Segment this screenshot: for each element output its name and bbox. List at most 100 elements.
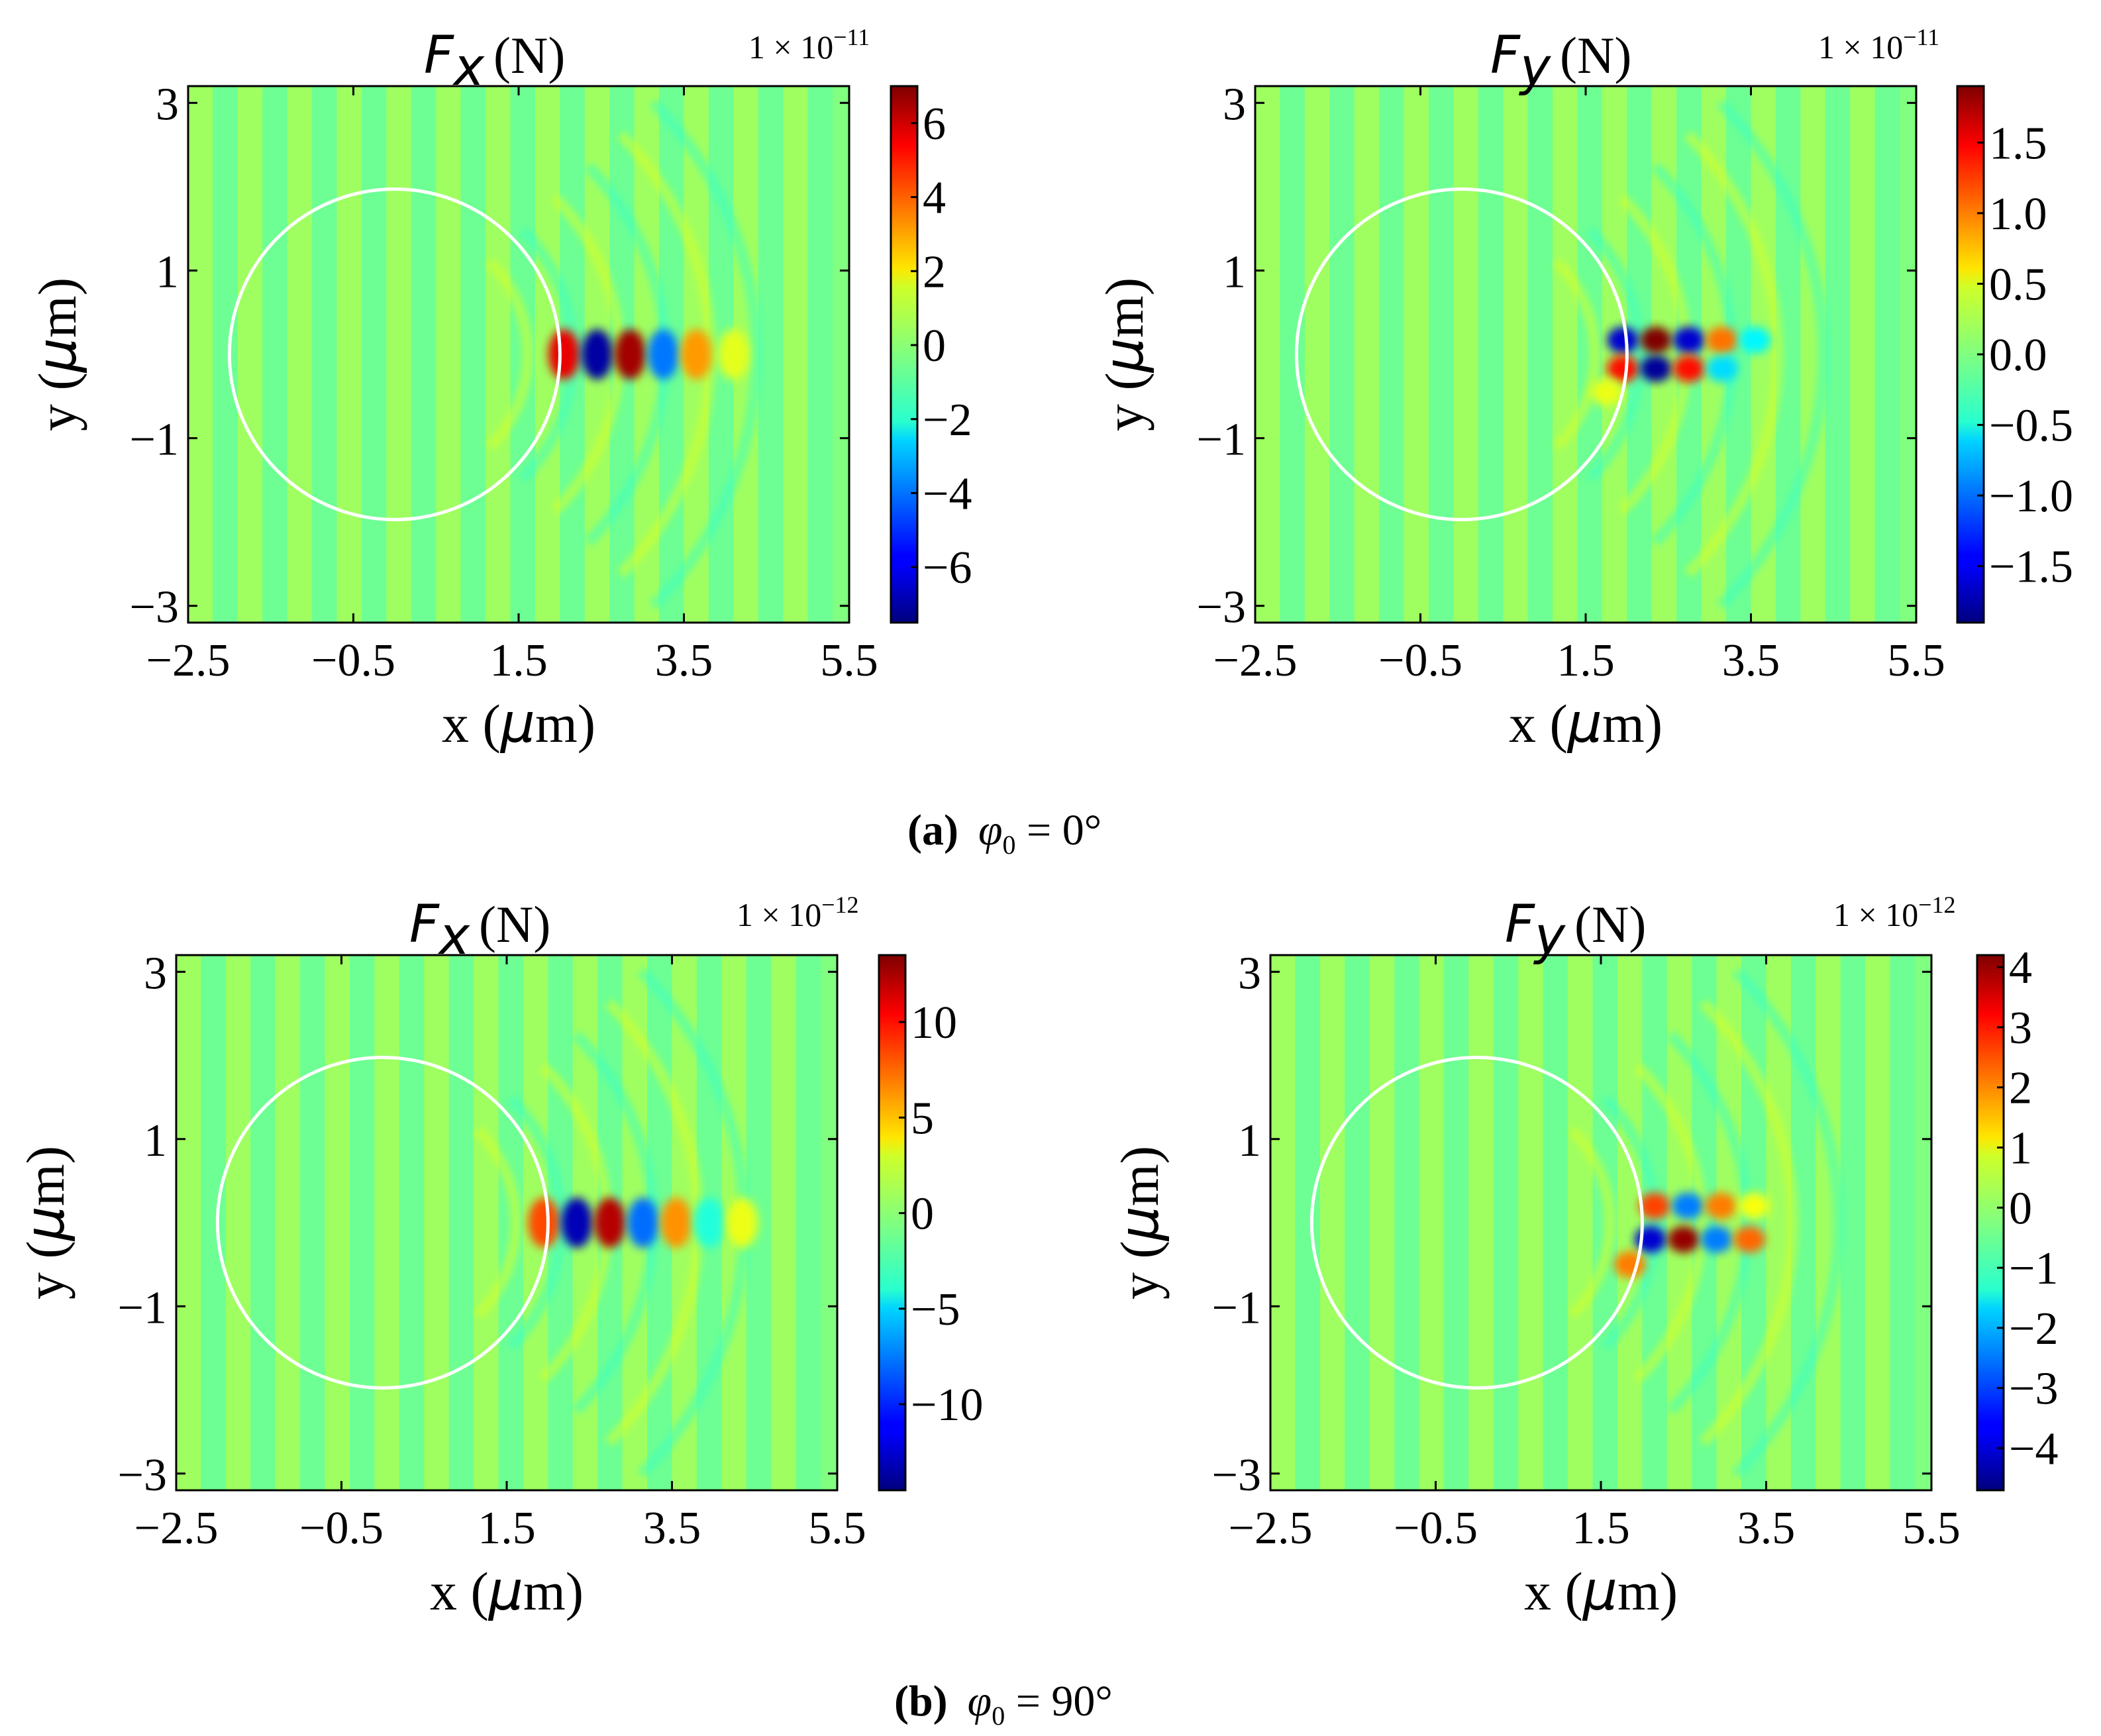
y-label-post: m) [1109,1146,1170,1206]
y-tick-label: 3 [1238,948,1261,999]
y-axis-label: y (μm) [26,278,89,431]
stripe-mark [1602,86,1627,623]
colorbar [890,85,919,624]
x-label-mu: μ [487,1560,523,1623]
multiplier-exponent: −12 [821,892,858,918]
stripe-mark [237,86,263,623]
particle-circle [1294,187,1629,521]
wavefront-arc [1586,226,1646,483]
stripe-mark [374,955,399,1490]
x-tick-label: −2.5 [1213,635,1298,686]
colorbar-tick-label: −4 [2009,1423,2058,1474]
stripe-mark [411,86,436,623]
figure-caption-a: (a) φ0 = 0° [907,806,1102,860]
stripe-mark [201,955,226,1490]
x-label-pre: x ( [1524,1561,1583,1621]
force-lobe [1640,327,1672,354]
colorbar-multiplier: 1 × 10−11 [1818,24,1939,66]
x-axis-label: x (μm) [442,692,595,755]
x-label-mu: μ [1566,692,1602,755]
colorbar-tick-label: −1 [2009,1243,2058,1294]
x-label-post: m) [1602,693,1663,754]
title-subscript: x [437,907,470,966]
colorbar-tick-label: −2 [2009,1303,2058,1354]
stripe-mark [349,955,375,1490]
caption-symbol: φ [968,1677,992,1725]
x-tick-label: 3.5 [1737,1503,1796,1554]
y-tick-label: −3 [130,582,179,633]
force-lobe [548,329,580,380]
stripe-mark [250,955,276,1490]
stripe-mark [1428,86,1454,623]
x-tick-label: 1.5 [1557,635,1615,686]
stripe-mark [807,86,833,623]
x-tick-label: −0.5 [1394,1503,1478,1554]
title-unit: (N) [1560,26,1631,84]
force-lobe [726,1198,758,1248]
stripe-mark [1568,955,1593,1490]
x-label-pre: x ( [430,1561,489,1621]
x-label-pre: x ( [1509,693,1568,754]
stripe-mark [1468,955,1494,1490]
force-lobe [1705,1192,1737,1219]
stripe-mark [1617,955,1643,1490]
wavefront-arc [1651,162,1737,546]
force-lobe [1706,327,1738,354]
colorbar-tick-label: 2 [923,246,946,297]
stripe-mark [1874,86,1900,623]
y-label-post: m) [27,278,87,338]
heatmap-field [1270,955,1916,1490]
force-lobe [1607,355,1639,382]
colorbar-multiplier: 1 × 10−11 [748,24,870,66]
force-lobe [1739,327,1771,354]
y-tick-label: 3 [1223,79,1246,130]
colorbar-tick-label: 10 [911,997,957,1048]
force-lobe [1738,1192,1770,1219]
x-tick-label: −0.5 [311,635,395,686]
stripe-mark [1304,86,1330,623]
colorbar-tick-label: 1.5 [1989,118,2047,169]
wavefront-arc [1601,1094,1661,1351]
stripe-mark [1553,86,1578,623]
stripe-mark [1850,86,1875,623]
wavefront-arc [1618,194,1692,515]
caption-label: (b) [894,1677,948,1725]
force-lobe [627,1198,659,1248]
force-lobe [614,329,646,380]
wavefront-arc [1699,999,1798,1447]
chart-title: Fx (N) [424,26,565,97]
x-label-mu: μ [499,692,535,755]
wavefront-arc [1633,1062,1707,1383]
stripe-mark [486,86,511,623]
stripe-mark [436,86,461,623]
colorbar-tick-label: 0.5 [1989,259,2047,310]
force-lobe [581,329,613,380]
x-label-post: m) [1617,1561,1678,1621]
y-label-pre: y ( [27,372,87,431]
colorbar-tick-label: 0 [923,321,946,372]
colorbar-tick-label: 0 [2009,1183,2032,1234]
force-lobe [1700,1226,1733,1253]
wavefront-arc [486,258,533,451]
y-tick-label: −1 [130,415,179,466]
y-tick-label: −3 [118,1450,167,1501]
colorbar-tick-label: 4 [923,173,946,224]
stripe-mark [1890,955,1916,1490]
x-tick-label: 5.5 [820,635,878,686]
chart-panel-2: −2.5 −0.5 1.5 3.5 5.531−1−3x (μm)y (μm)Fy (N)… [1093,24,2073,755]
force-lobe [1640,355,1672,382]
force-lobe [1673,355,1705,382]
caption-subscript: 0 [992,1701,1005,1731]
title-symbol: F [409,895,440,954]
force-lobe [1673,327,1705,354]
caption-symbol: φ [978,806,1003,854]
stripe-mark [460,86,486,623]
wavefront-arc [649,99,762,610]
title-symbol: F [424,26,454,85]
stripe-mark [1379,86,1404,623]
stripe-mark [1280,86,1305,623]
x-axis-label: x (μm) [430,1560,584,1623]
force-lobe [1607,327,1639,354]
y-tick-label: 1 [1238,1115,1261,1166]
y-tick-label: −1 [1212,1282,1261,1333]
